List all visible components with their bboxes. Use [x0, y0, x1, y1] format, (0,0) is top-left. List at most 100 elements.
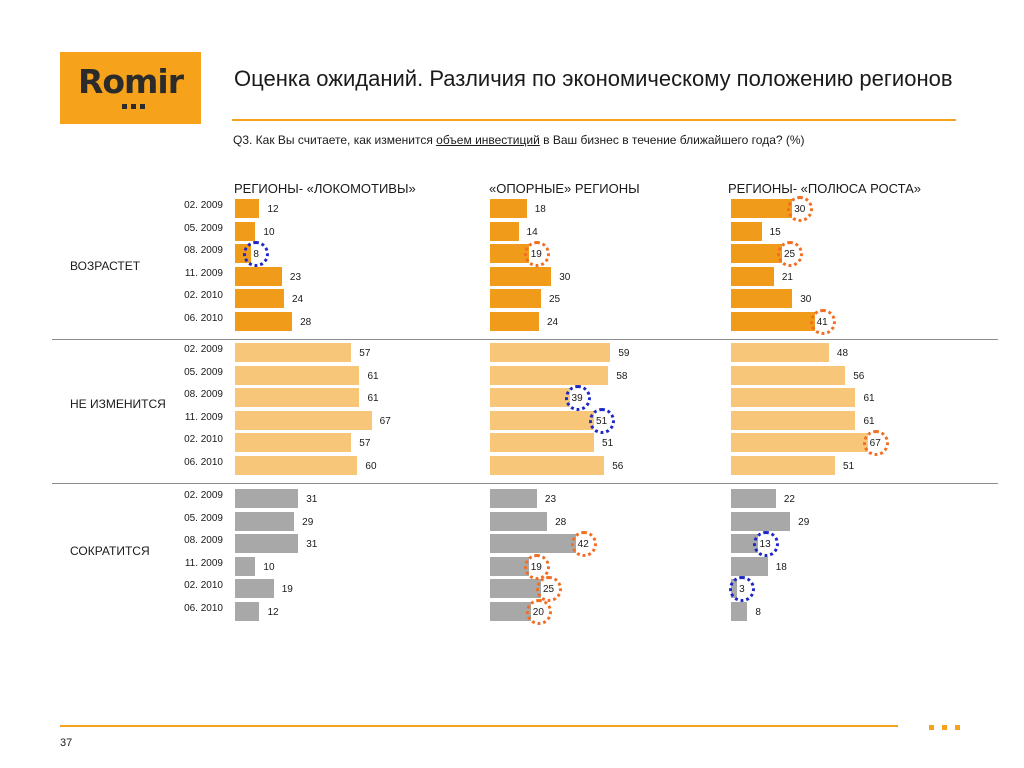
bar	[490, 199, 527, 218]
data-label: 59	[618, 348, 630, 359]
data-label: 56	[612, 461, 624, 472]
data-label: 10	[263, 226, 275, 238]
bar	[731, 534, 758, 554]
highlight-circle-orange	[523, 553, 550, 580]
bar	[490, 579, 541, 599]
bar	[490, 388, 570, 408]
bar	[490, 511, 548, 531]
page-title: Оценка ожиданий. Различия по экономическ…	[234, 66, 953, 91]
highlight-circle-orange	[536, 576, 562, 603]
question-suffix: в Ваш бизнес в течение ближайшего года? …	[539, 133, 805, 147]
date-label: 06. 2010	[184, 313, 223, 324]
bar	[490, 312, 539, 331]
bar	[731, 489, 776, 508]
date-label: 06. 2010	[184, 457, 223, 468]
data-label: 61	[863, 415, 875, 427]
data-label: 12	[267, 204, 279, 215]
bar	[490, 244, 529, 264]
bar	[235, 602, 260, 621]
romir-logo: Romir	[60, 52, 201, 124]
data-label: 28	[300, 317, 312, 328]
bar	[490, 556, 529, 576]
data-label: 51	[843, 461, 855, 472]
bar	[731, 244, 782, 264]
date-label: 02. 2009	[184, 344, 223, 355]
bar	[235, 579, 274, 599]
highlight-circle-orange	[525, 599, 552, 625]
data-label: 24	[291, 294, 304, 306]
bar	[490, 489, 537, 508]
bar	[235, 199, 260, 218]
highlight-circle-blue	[589, 407, 616, 434]
bar	[490, 602, 531, 621]
data-label: 18	[775, 561, 787, 573]
bar	[235, 289, 284, 309]
data-label: 18	[534, 204, 546, 215]
highlight-circle-blue	[564, 385, 591, 412]
bar	[731, 365, 846, 385]
bar	[490, 221, 519, 241]
data-label: 28	[555, 516, 567, 528]
bar	[731, 456, 836, 475]
highlight-circle-blue	[729, 576, 756, 603]
bar	[490, 289, 541, 309]
bar	[235, 534, 299, 554]
bar	[731, 556, 768, 576]
data-label: 60	[365, 461, 377, 472]
bar	[731, 602, 748, 621]
highlight-circle-orange	[787, 196, 814, 222]
data-label: 25	[549, 294, 561, 306]
logo-text: Romir	[77, 62, 184, 101]
date-label: 08. 2009	[184, 245, 223, 257]
bar	[490, 534, 576, 554]
bar	[235, 456, 358, 475]
title-rule	[232, 119, 956, 121]
data-label: 29	[302, 516, 314, 528]
data-label: 61	[367, 393, 379, 405]
bar	[235, 343, 352, 362]
date-label: 11. 2009	[184, 557, 223, 569]
data-label: 56	[853, 370, 865, 382]
data-label: 30	[559, 271, 571, 283]
data-label: 58	[616, 370, 628, 382]
bar	[490, 343, 611, 362]
data-label: 23	[544, 494, 557, 505]
date-label: 05. 2009	[184, 222, 223, 234]
group-title-1: РЕГИОНЫ- «ЛОКОМОТИВЫ»	[234, 181, 416, 196]
data-label: 22	[783, 494, 795, 505]
bar	[731, 312, 815, 331]
bar	[235, 433, 352, 453]
data-label: 23	[289, 271, 302, 283]
bar	[235, 388, 360, 408]
group-title-2: «ОПОРНЫЕ» РЕГИОНЫ	[489, 181, 640, 196]
data-label: 21	[781, 271, 793, 283]
bar	[490, 456, 605, 475]
highlight-circle-orange	[523, 241, 550, 268]
bar	[731, 433, 868, 453]
data-label: 10	[263, 561, 275, 573]
bar	[490, 410, 595, 430]
date-label: 08. 2009	[184, 535, 223, 547]
footer-rule	[60, 725, 898, 727]
bar	[235, 221, 256, 241]
row-label-1: ВОЗРАСТЕТ	[70, 259, 141, 273]
highlight-circle-orange	[777, 241, 803, 268]
bar	[731, 199, 793, 218]
date-label: 08. 2009	[184, 389, 223, 401]
data-label: 12	[267, 607, 279, 618]
data-label: 8	[755, 607, 761, 618]
bar	[490, 433, 595, 453]
data-label: 30	[800, 294, 812, 306]
data-label: 29	[798, 516, 810, 528]
date-label: 05. 2009	[184, 512, 223, 524]
data-label: 67	[379, 415, 391, 427]
question-prefix: Q3. Как Вы считаете, как изменится	[233, 133, 437, 147]
row-separator-1	[52, 339, 998, 340]
bar	[235, 365, 360, 385]
group-title-3: РЕГИОНЫ- «ПОЛЮСА РОСТА»	[728, 181, 921, 196]
data-label: 61	[863, 393, 875, 405]
bar	[731, 266, 774, 286]
highlight-circle-orange	[862, 430, 889, 457]
bar	[731, 511, 791, 531]
date-label: 02. 2010	[184, 434, 223, 446]
